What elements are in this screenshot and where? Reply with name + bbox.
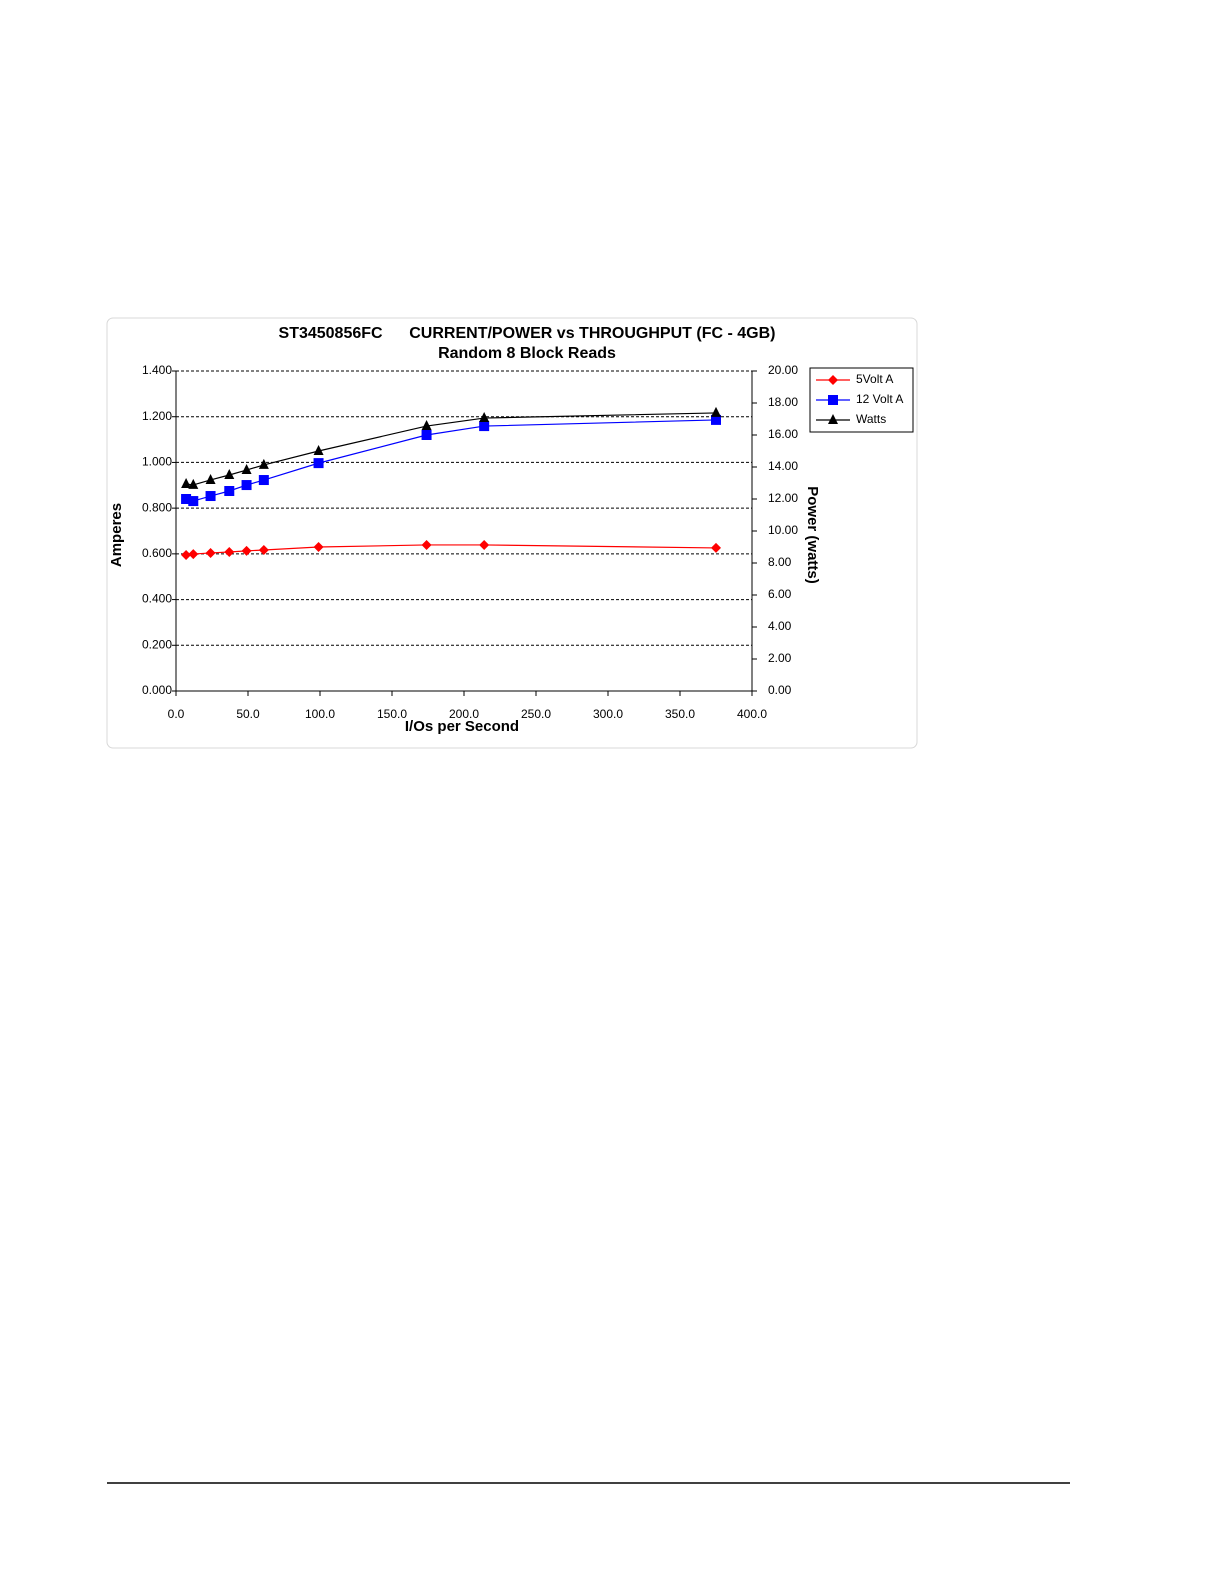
marker — [421, 420, 432, 431]
y2-tick-label: 18.00 — [768, 395, 798, 409]
marker — [258, 475, 269, 486]
marker — [479, 539, 490, 550]
y-tick-label: 1.400 — [142, 363, 172, 377]
y2-axis-label: Power (watts) — [804, 486, 821, 584]
legend-marker — [828, 414, 838, 424]
y-tick-label: 0.000 — [142, 683, 172, 697]
legend-entry: 12 Volt A — [856, 392, 903, 406]
x-tick-label: 200.0 — [449, 707, 479, 721]
marker — [479, 421, 490, 432]
x-tick-label: 350.0 — [665, 707, 695, 721]
marker — [711, 414, 721, 425]
series-line — [185, 419, 717, 502]
series-line — [186, 412, 717, 486]
series-line — [186, 544, 717, 556]
legend-marker — [828, 375, 838, 385]
marker — [241, 480, 252, 491]
y2-tick-label: 2.00 — [768, 651, 792, 665]
y2-tick-label: 10.00 — [768, 523, 798, 537]
marker — [224, 547, 235, 558]
y2-tick-label: 12.00 — [768, 491, 798, 505]
y-tick-label: 0.600 — [142, 546, 172, 560]
marker — [188, 496, 199, 507]
marker — [205, 491, 216, 502]
marker — [188, 549, 199, 560]
marker — [224, 469, 235, 479]
legend-marker — [828, 395, 838, 405]
x-tick-label: 50.0 — [236, 707, 260, 721]
y2-tick-label: 14.00 — [768, 459, 798, 473]
marker — [421, 430, 432, 440]
y-tick-label: 0.400 — [142, 592, 172, 606]
chart-title: ST3450856FC CURRENT/POWER vs THROUGHPUT … — [279, 325, 776, 342]
x-tick-label: 150.0 — [377, 707, 407, 721]
marker — [258, 458, 269, 469]
x-axis-label: I/Os per Second — [405, 718, 519, 735]
marker — [188, 478, 199, 489]
x-tick-label: 300.0 — [593, 707, 623, 721]
marker — [181, 477, 192, 488]
marker — [313, 445, 324, 455]
y2-tick-label: 20.00 — [768, 363, 798, 377]
y2-tick-label: 6.00 — [768, 587, 792, 601]
y-tick-label: 0.800 — [142, 500, 172, 514]
x-tick-label: 0.0 — [168, 707, 185, 721]
y2-tick-label: 4.00 — [768, 619, 792, 633]
y2-tick-label: 8.00 — [768, 555, 792, 569]
y-axis-label: Amperes — [108, 503, 125, 567]
y-tick-label: 1.200 — [142, 409, 172, 423]
y2-tick-label: 16.00 — [768, 427, 798, 441]
marker — [224, 486, 235, 496]
marker — [181, 550, 192, 560]
marker — [711, 542, 721, 553]
chart-subtitle: Random 8 Block Reads — [438, 345, 616, 362]
x-tick-label: 100.0 — [305, 707, 335, 721]
y-tick-label: 1.000 — [142, 455, 172, 469]
y-tick-label: 0.200 — [142, 637, 172, 651]
legend-entry: 5Volt A — [856, 372, 893, 386]
marker — [205, 547, 216, 558]
x-tick-label: 250.0 — [521, 707, 551, 721]
marker — [205, 473, 216, 484]
marker — [313, 458, 324, 469]
x-tick-label: 400.0 — [737, 707, 767, 721]
marker — [181, 494, 192, 504]
marker — [313, 542, 324, 552]
marker — [711, 406, 721, 417]
marker — [241, 545, 252, 556]
marker — [479, 412, 490, 423]
legend-entry: Watts — [856, 412, 886, 426]
marker — [421, 539, 432, 550]
y2-tick-label: 0.00 — [768, 683, 792, 697]
marker — [258, 544, 269, 555]
marker — [241, 464, 252, 475]
chart-frame — [106, 317, 918, 749]
